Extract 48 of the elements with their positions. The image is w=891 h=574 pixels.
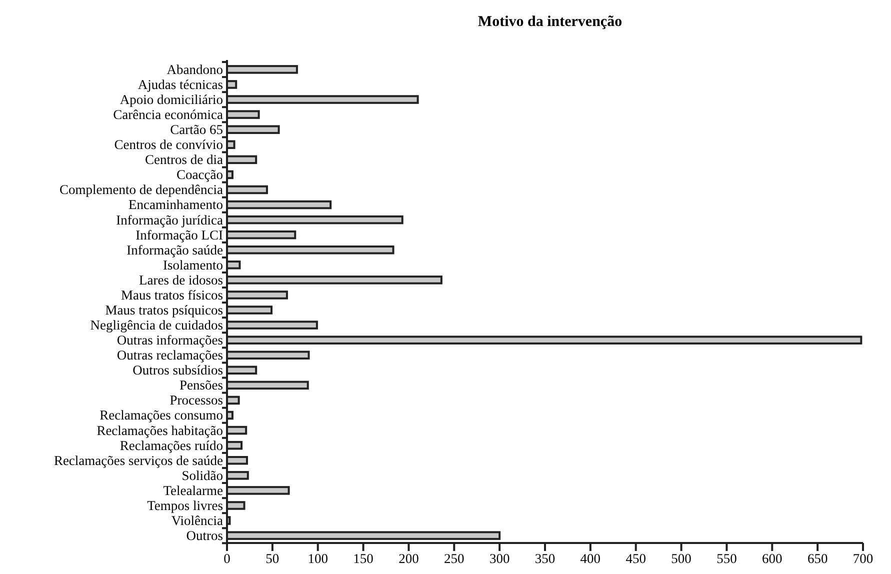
x-tick-label: 500	[671, 551, 692, 566]
x-tick-label: 0	[224, 551, 231, 566]
x-tick-label: 550	[716, 551, 738, 566]
y-tick-label: Maus tratos psíquicos	[105, 302, 223, 318]
y-tick-label: Outros	[186, 528, 223, 544]
y-tick-label: Reclamações habitação	[96, 422, 224, 438]
y-tick-label: Apoio domiciliário	[120, 92, 224, 107]
x-tick-label: 150	[353, 551, 374, 566]
y-tick-label: Coacção	[176, 167, 224, 182]
y-tick-label: Lares de idosos	[139, 272, 223, 288]
y-tick-label: Outros subsídios	[132, 362, 223, 378]
x-tick-label: 600	[762, 551, 783, 566]
y-tick-label: Outras informações	[116, 332, 223, 348]
y-tick-label: Maus tratos físicos	[121, 287, 223, 302]
x-tick-label: 400	[580, 551, 601, 566]
y-tick-label: Reclamações consumo	[100, 408, 224, 423]
y-tick-label: Telealarme	[163, 482, 224, 498]
y-tick-label: Isolamento	[163, 257, 224, 272]
y-tick-label: Tempos livres	[147, 498, 223, 513]
x-tick-label: 200	[398, 551, 420, 566]
x-tick-label: 350	[534, 551, 556, 566]
y-tick-label: Encaminhamento	[128, 197, 224, 212]
y-tick-label: Informação saúde	[126, 242, 224, 258]
x-tick-label: 450	[626, 551, 646, 566]
y-tick-label: Reclamações ruído	[120, 438, 224, 453]
y-tick-label: Abandono	[166, 62, 224, 77]
x-tick-label: 250	[444, 551, 465, 566]
y-tick-label: Centros de dia	[145, 152, 224, 168]
y-tick-label: Violência	[171, 512, 224, 528]
chart-title: Motivo da intervenção	[478, 14, 622, 30]
y-tick-label: Cartão 65	[170, 122, 224, 138]
y-tick-label: Solidão	[182, 468, 224, 483]
y-tick-label: Outras reclamações	[116, 348, 223, 363]
x-tick-label: 650	[807, 551, 828, 566]
x-tick-label: 300	[489, 551, 510, 566]
x-tick-label: 100	[308, 551, 328, 566]
y-tick-label: Processos	[170, 392, 223, 408]
y-tick-label: Ajudas técnicas	[138, 76, 223, 92]
y-tick-label: Informação LCI	[136, 227, 224, 242]
y-tick-label: Negligência de cuidados	[90, 318, 223, 333]
x-tick-label: 50	[266, 551, 280, 566]
y-tick-label: Pensões	[180, 378, 223, 393]
y-tick-label: Informação jurídica	[116, 212, 223, 228]
x-tick-label: 700	[852, 551, 874, 566]
y-tick-label: Complemento de dependência	[60, 182, 223, 198]
y-tick-label: Reclamações serviços de saúde	[54, 452, 223, 468]
y-tick-label: Centros de convívio	[114, 137, 224, 152]
y-tick-label: Carência económica	[113, 107, 223, 122]
